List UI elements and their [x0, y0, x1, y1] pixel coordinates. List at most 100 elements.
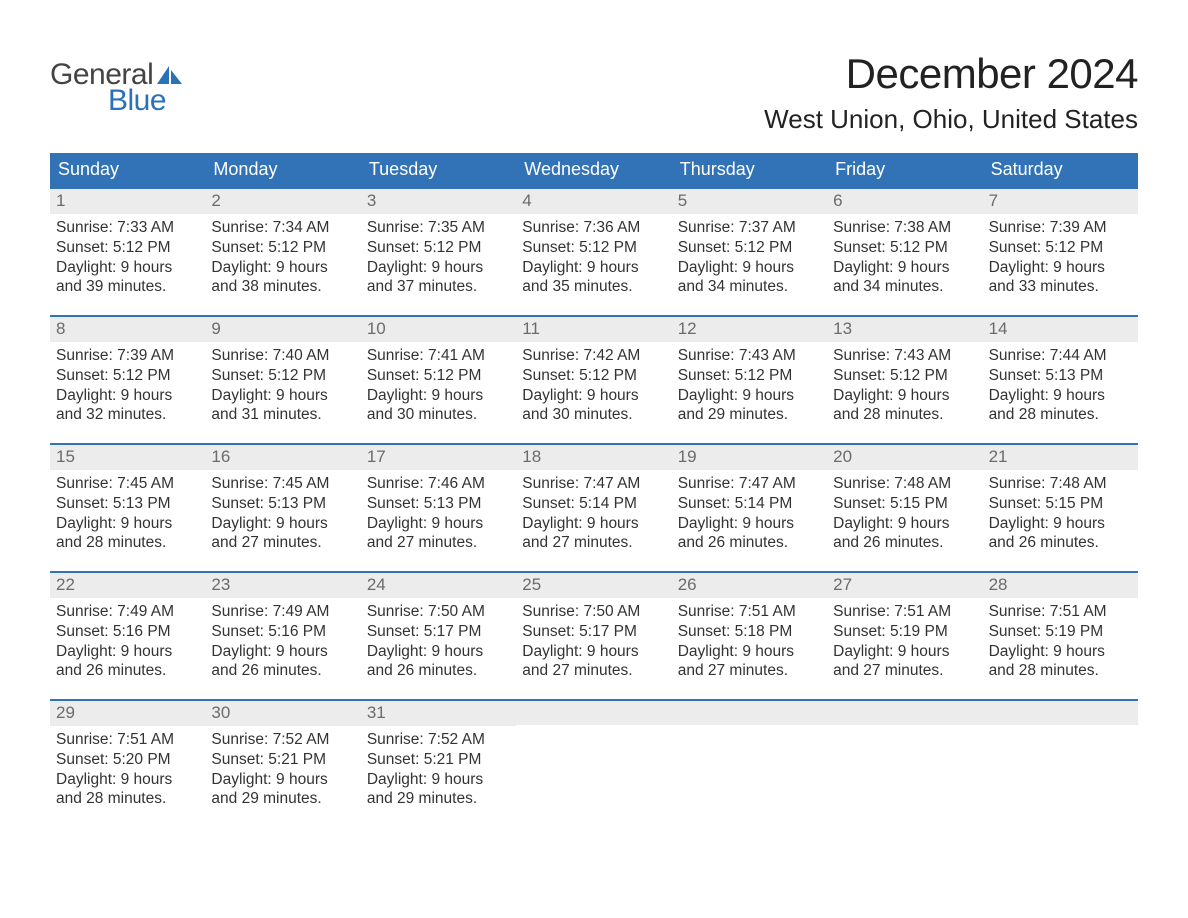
sunrise-line: Sunrise: 7:39 AM	[989, 218, 1132, 238]
sunrise-line: Sunrise: 7:34 AM	[211, 218, 354, 238]
sunrise-line: Sunrise: 7:51 AM	[989, 602, 1132, 622]
daylight-line-1: Daylight: 9 hours	[989, 642, 1132, 662]
sunset-line: Sunset: 5:12 PM	[56, 366, 199, 386]
day-cell: 4Sunrise: 7:36 AMSunset: 5:12 PMDaylight…	[516, 189, 671, 315]
day-cell	[516, 701, 671, 827]
day-number: 13	[827, 317, 982, 342]
sunrise-line: Sunrise: 7:48 AM	[833, 474, 976, 494]
day-body: Sunrise: 7:47 AMSunset: 5:14 PMDaylight:…	[672, 470, 827, 563]
calendar: SundayMondayTuesdayWednesdayThursdayFrid…	[50, 153, 1138, 827]
day-cell: 20Sunrise: 7:48 AMSunset: 5:15 PMDayligh…	[827, 445, 982, 571]
sunrise-line: Sunrise: 7:49 AM	[211, 602, 354, 622]
day-body: Sunrise: 7:49 AMSunset: 5:16 PMDaylight:…	[205, 598, 360, 691]
sunset-line: Sunset: 5:12 PM	[678, 366, 821, 386]
day-cell: 11Sunrise: 7:42 AMSunset: 5:12 PMDayligh…	[516, 317, 671, 443]
sunset-line: Sunset: 5:12 PM	[833, 366, 976, 386]
weekday-header: Saturday	[983, 153, 1138, 187]
day-cell: 15Sunrise: 7:45 AMSunset: 5:13 PMDayligh…	[50, 445, 205, 571]
day-cell	[983, 701, 1138, 827]
sunrise-line: Sunrise: 7:50 AM	[367, 602, 510, 622]
sunset-line: Sunset: 5:12 PM	[367, 366, 510, 386]
daylight-line-2: and 35 minutes.	[522, 277, 665, 297]
empty-day-number	[516, 701, 671, 725]
daylight-line-1: Daylight: 9 hours	[56, 770, 199, 790]
daylight-line-2: and 26 minutes.	[989, 533, 1132, 553]
sunset-line: Sunset: 5:15 PM	[989, 494, 1132, 514]
day-cell: 18Sunrise: 7:47 AMSunset: 5:14 PMDayligh…	[516, 445, 671, 571]
daylight-line-1: Daylight: 9 hours	[56, 514, 199, 534]
day-number: 11	[516, 317, 671, 342]
header: General Blue December 2024 West Union, O…	[50, 50, 1138, 135]
day-cell: 31Sunrise: 7:52 AMSunset: 5:21 PMDayligh…	[361, 701, 516, 827]
sunset-line: Sunset: 5:12 PM	[522, 238, 665, 258]
daylight-line-2: and 27 minutes.	[833, 661, 976, 681]
day-number: 10	[361, 317, 516, 342]
day-body: Sunrise: 7:33 AMSunset: 5:12 PMDaylight:…	[50, 214, 205, 307]
day-cell: 28Sunrise: 7:51 AMSunset: 5:19 PMDayligh…	[983, 573, 1138, 699]
sunrise-line: Sunrise: 7:33 AM	[56, 218, 199, 238]
day-cell: 16Sunrise: 7:45 AMSunset: 5:13 PMDayligh…	[205, 445, 360, 571]
day-cell: 27Sunrise: 7:51 AMSunset: 5:19 PMDayligh…	[827, 573, 982, 699]
sunrise-line: Sunrise: 7:44 AM	[989, 346, 1132, 366]
day-number: 28	[983, 573, 1138, 598]
day-body: Sunrise: 7:39 AMSunset: 5:12 PMDaylight:…	[50, 342, 205, 435]
weekday-header-row: SundayMondayTuesdayWednesdayThursdayFrid…	[50, 153, 1138, 187]
daylight-line-2: and 39 minutes.	[56, 277, 199, 297]
day-number: 12	[672, 317, 827, 342]
sunset-line: Sunset: 5:13 PM	[56, 494, 199, 514]
day-cell: 14Sunrise: 7:44 AMSunset: 5:13 PMDayligh…	[983, 317, 1138, 443]
daylight-line-1: Daylight: 9 hours	[211, 642, 354, 662]
daylight-line-2: and 28 minutes.	[989, 405, 1132, 425]
day-cell: 1Sunrise: 7:33 AMSunset: 5:12 PMDaylight…	[50, 189, 205, 315]
empty-day-number	[672, 701, 827, 725]
title-block: December 2024 West Union, Ohio, United S…	[764, 50, 1138, 135]
sunrise-line: Sunrise: 7:45 AM	[211, 474, 354, 494]
daylight-line-1: Daylight: 9 hours	[989, 258, 1132, 278]
day-body: Sunrise: 7:43 AMSunset: 5:12 PMDaylight:…	[827, 342, 982, 435]
week-row: 1Sunrise: 7:33 AMSunset: 5:12 PMDaylight…	[50, 187, 1138, 315]
day-body: Sunrise: 7:42 AMSunset: 5:12 PMDaylight:…	[516, 342, 671, 435]
day-body: Sunrise: 7:36 AMSunset: 5:12 PMDaylight:…	[516, 214, 671, 307]
day-number: 5	[672, 189, 827, 214]
sunset-line: Sunset: 5:16 PM	[56, 622, 199, 642]
sunset-line: Sunset: 5:13 PM	[989, 366, 1132, 386]
day-body: Sunrise: 7:51 AMSunset: 5:19 PMDaylight:…	[827, 598, 982, 691]
daylight-line-2: and 38 minutes.	[211, 277, 354, 297]
day-number: 24	[361, 573, 516, 598]
sunrise-line: Sunrise: 7:39 AM	[56, 346, 199, 366]
day-number: 23	[205, 573, 360, 598]
sunset-line: Sunset: 5:12 PM	[211, 238, 354, 258]
daylight-line-1: Daylight: 9 hours	[989, 386, 1132, 406]
month-title: December 2024	[764, 50, 1138, 98]
daylight-line-2: and 29 minutes.	[211, 789, 354, 809]
sunrise-line: Sunrise: 7:51 AM	[678, 602, 821, 622]
daylight-line-2: and 27 minutes.	[367, 533, 510, 553]
daylight-line-2: and 26 minutes.	[367, 661, 510, 681]
sunrise-line: Sunrise: 7:52 AM	[367, 730, 510, 750]
daylight-line-2: and 30 minutes.	[367, 405, 510, 425]
sunset-line: Sunset: 5:12 PM	[833, 238, 976, 258]
daylight-line-2: and 26 minutes.	[678, 533, 821, 553]
sunset-line: Sunset: 5:21 PM	[367, 750, 510, 770]
day-body: Sunrise: 7:52 AMSunset: 5:21 PMDaylight:…	[361, 726, 516, 819]
daylight-line-1: Daylight: 9 hours	[678, 514, 821, 534]
sunrise-line: Sunrise: 7:43 AM	[678, 346, 821, 366]
sunset-line: Sunset: 5:18 PM	[678, 622, 821, 642]
daylight-line-1: Daylight: 9 hours	[367, 258, 510, 278]
daylight-line-1: Daylight: 9 hours	[367, 514, 510, 534]
day-cell: 30Sunrise: 7:52 AMSunset: 5:21 PMDayligh…	[205, 701, 360, 827]
day-cell: 6Sunrise: 7:38 AMSunset: 5:12 PMDaylight…	[827, 189, 982, 315]
daylight-line-1: Daylight: 9 hours	[522, 386, 665, 406]
sunset-line: Sunset: 5:16 PM	[211, 622, 354, 642]
day-body: Sunrise: 7:46 AMSunset: 5:13 PMDaylight:…	[361, 470, 516, 563]
weekday-header: Thursday	[672, 153, 827, 187]
day-cell: 9Sunrise: 7:40 AMSunset: 5:12 PMDaylight…	[205, 317, 360, 443]
day-cell: 29Sunrise: 7:51 AMSunset: 5:20 PMDayligh…	[50, 701, 205, 827]
day-number: 4	[516, 189, 671, 214]
day-body: Sunrise: 7:34 AMSunset: 5:12 PMDaylight:…	[205, 214, 360, 307]
daylight-line-2: and 37 minutes.	[367, 277, 510, 297]
location-subtitle: West Union, Ohio, United States	[764, 104, 1138, 135]
daylight-line-1: Daylight: 9 hours	[678, 386, 821, 406]
day-body: Sunrise: 7:48 AMSunset: 5:15 PMDaylight:…	[983, 470, 1138, 563]
day-cell: 19Sunrise: 7:47 AMSunset: 5:14 PMDayligh…	[672, 445, 827, 571]
